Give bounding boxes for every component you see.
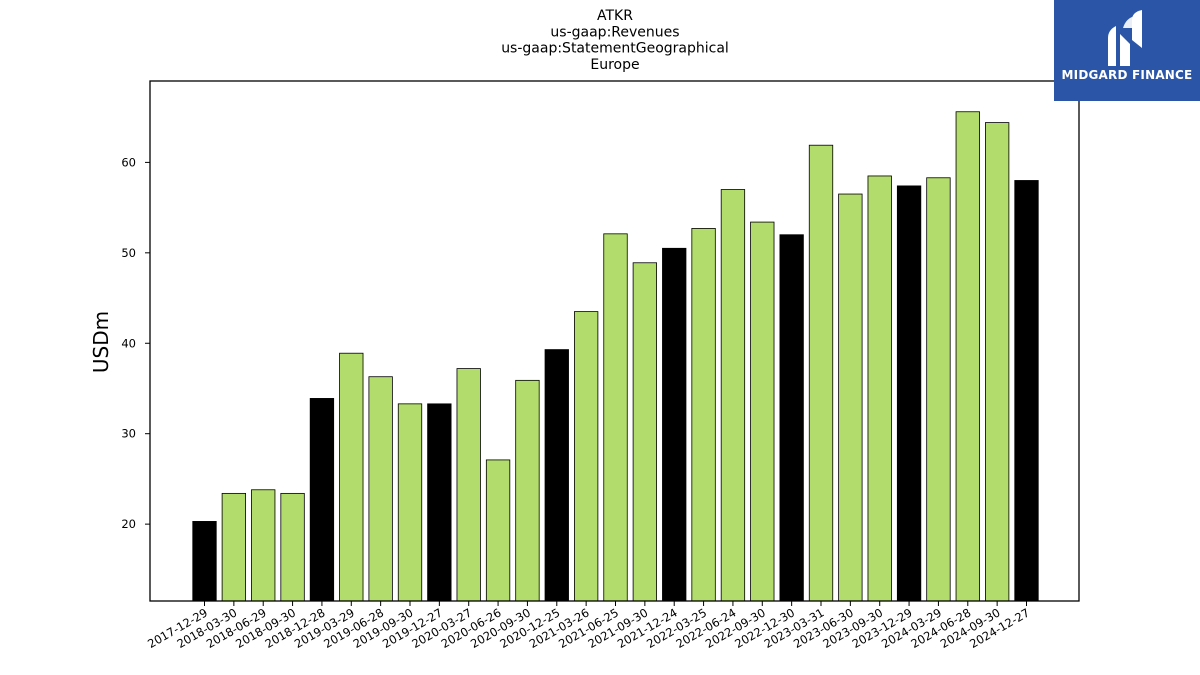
x-axis: 2017-12-292018-03-302018-06-292018-09-30… (145, 601, 1032, 651)
midgard-finance-logo: MIDGARD FINANCE (1054, 0, 1200, 101)
bar (251, 489, 276, 602)
y-tick-label: 30 (121, 427, 136, 441)
bar (632, 262, 657, 602)
bar (192, 521, 217, 602)
y-axis: 20 30 40 50 60 (121, 155, 150, 531)
title-line: Europe (590, 57, 639, 73)
bar (926, 177, 951, 602)
bar (397, 403, 423, 602)
bar (750, 221, 775, 602)
bar (280, 492, 305, 602)
bar (368, 376, 393, 602)
bar (603, 233, 628, 602)
bar (456, 368, 481, 602)
title-line: us-gaap:Revenues (550, 24, 679, 40)
bar (662, 247, 687, 602)
bar (1014, 180, 1039, 602)
bar (485, 459, 511, 602)
bar (779, 234, 804, 602)
bar (838, 193, 863, 602)
title-line: us-gaap:StatementGeographical (501, 41, 729, 57)
bar (896, 185, 922, 602)
bar (808, 144, 834, 602)
bar (985, 122, 1010, 602)
bar (339, 352, 364, 602)
y-axis-label: USDm (89, 311, 113, 373)
bar (867, 175, 892, 602)
bar (544, 349, 569, 602)
y-tick-label: 20 (121, 517, 136, 531)
bar (221, 492, 247, 602)
y-tick-label: 50 (121, 246, 136, 260)
bar (515, 379, 540, 602)
y-tick-label: 40 (121, 336, 136, 350)
title-line: ATKR (597, 8, 633, 24)
bar (955, 111, 980, 602)
plot-frame (149, 80, 1080, 602)
bar (720, 189, 746, 602)
y-tick-label: 60 (121, 155, 136, 169)
midgard-logo-icon (1108, 10, 1142, 66)
chart-title: ATKRus-gaap:Revenuesus-gaap:StatementGeo… (501, 8, 729, 73)
bar (574, 311, 599, 602)
bars (192, 111, 1039, 602)
bar (427, 403, 452, 602)
bar (691, 228, 716, 602)
logo-text: MIDGARD FINANCE (1061, 68, 1193, 82)
bar (309, 398, 335, 602)
